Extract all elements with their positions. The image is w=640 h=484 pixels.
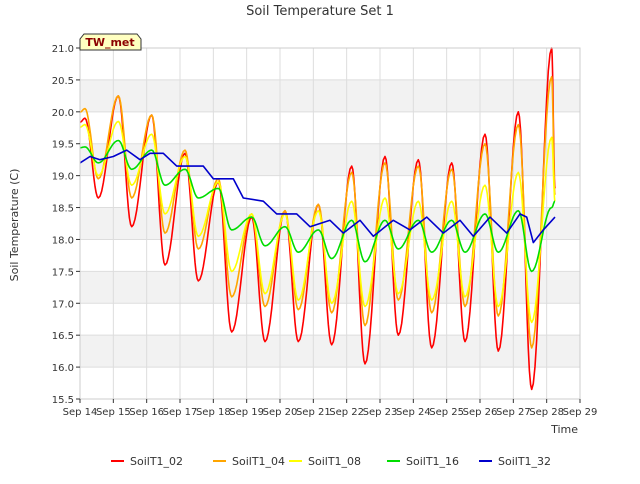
- x-tick-label: Sep 16: [129, 407, 164, 418]
- series-line-soilt1-08: [79, 120, 556, 324]
- legend-label: SoilT1_02: [130, 455, 183, 468]
- legend-item: SoilT1_02: [111, 455, 183, 468]
- legend-label: SoilT1_08: [308, 455, 361, 468]
- x-tick-label: Sep 28: [529, 407, 564, 418]
- y-tick-label: 18.0: [52, 235, 74, 246]
- legend-item: SoilT1_08: [289, 455, 361, 468]
- badge-label: TW_met: [85, 36, 134, 49]
- x-tick-label: Sep 29: [563, 407, 598, 418]
- plot-band: [80, 367, 580, 399]
- x-tick-label: Sep 20: [263, 407, 298, 418]
- legend-item: SoilT1_04: [213, 455, 285, 468]
- y-tick-label: 15.5: [52, 395, 74, 406]
- y-tick-label: 18.5: [52, 204, 74, 215]
- station-badge: TW_met: [79, 33, 142, 51]
- legend-label: SoilT1_04: [232, 455, 285, 468]
- plot-band: [80, 207, 580, 240]
- x-tick-label: Sep 24: [396, 407, 431, 418]
- plot-band: [80, 175, 580, 208]
- x-axis-label: Time: [550, 423, 578, 436]
- plot-background: [80, 48, 580, 399]
- x-tick-label: Sep 27: [496, 407, 531, 418]
- plot-band: [80, 79, 580, 112]
- y-tick-label: 19.5: [52, 140, 74, 151]
- legend-item: SoilT1_16: [387, 455, 459, 468]
- series-line-soilt1-16: [79, 139, 556, 273]
- y-tick-label: 19.0: [52, 172, 74, 183]
- y-tick-label: 21.0: [52, 44, 74, 55]
- series-line-soilt1-04: [79, 75, 556, 349]
- y-tick-label: 17.0: [52, 299, 74, 310]
- y-tick-label: 16.5: [52, 331, 74, 342]
- plot-band: [80, 143, 580, 176]
- legend-label: SoilT1_32: [498, 455, 551, 468]
- x-tick-label: Sep 21: [296, 407, 331, 418]
- badge-box: [79, 33, 142, 51]
- x-tick-label: Sep 15: [96, 407, 131, 418]
- legend-label: SoilT1_16: [406, 455, 459, 468]
- x-tick-label: Sep 22: [329, 407, 364, 418]
- series-layer: [79, 47, 556, 391]
- x-tick-label: Sep 26: [463, 407, 498, 418]
- legend-item: SoilT1_32: [479, 455, 551, 468]
- x-tick-label: Sep 25: [429, 407, 464, 418]
- y-tick-label: 20.0: [52, 108, 74, 119]
- x-tick-label: Sep 17: [163, 407, 198, 418]
- chart-title: Soil Temperature Set 1: [246, 4, 394, 19]
- plot-band: [80, 111, 580, 144]
- y-tick-label: 20.5: [52, 76, 74, 87]
- x-tick-label: Sep 18: [196, 407, 231, 418]
- y-axis-label: Soil Temperature (C): [8, 169, 21, 282]
- x-tick-label: Sep 23: [363, 407, 398, 418]
- y-axis-ticks: 15.5 16.0 16.5 17.0 17.5 18.0 18.5 19.0 19.5 20.0…: [52, 44, 80, 406]
- x-tick-label: Sep 14: [63, 407, 98, 418]
- plot-frame: [79, 47, 581, 400]
- legend: SoilT1_02 SoilT1_04 SoilT1_08 SoilT1_16 Soil…: [111, 455, 551, 468]
- plot-band: [80, 48, 580, 80]
- series-line-soilt1-32: [79, 149, 556, 244]
- y-tick-label: 17.5: [52, 267, 74, 278]
- x-tick-label: Sep 19: [229, 407, 264, 418]
- y-tick-label: 16.0: [52, 363, 74, 374]
